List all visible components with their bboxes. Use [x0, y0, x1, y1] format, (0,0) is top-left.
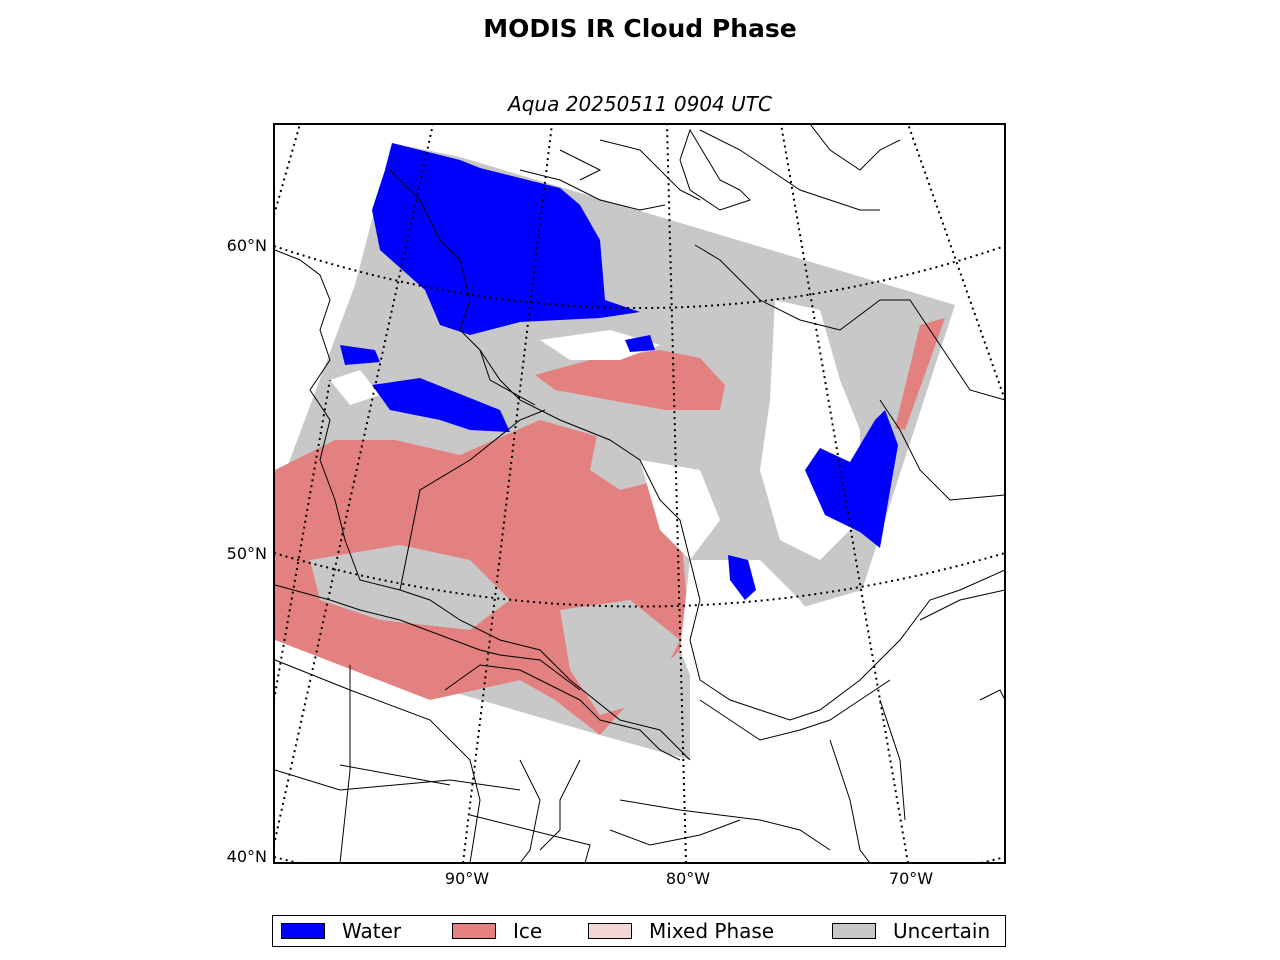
legend-label-mixed: Mixed Phase	[649, 919, 775, 943]
legend-item-mixed: Mixed Phase	[588, 916, 774, 946]
legend-label-water: Water	[342, 919, 402, 943]
lat-label-60: 60°N	[226, 236, 267, 255]
coastlines	[274, 124, 1005, 761]
legend-item-water: Water	[281, 916, 401, 946]
graticule-meridians	[274, 124, 1005, 863]
legend-swatch-ice	[452, 923, 496, 939]
lat-label-40: 40°N	[226, 847, 267, 866]
lon-label-70w: 70°W	[888, 869, 934, 888]
uncertain-patch-3	[560, 600, 680, 715]
clear-patch-west	[330, 370, 380, 405]
legend: Water Ice Mixed Phase Uncertain	[272, 915, 1006, 947]
water-region-lake	[728, 555, 756, 600]
water-region-mid	[372, 378, 510, 432]
clear-patch-north	[540, 330, 660, 360]
figure-title: MODIS IR Cloud Phase	[483, 14, 797, 43]
map-frame	[273, 123, 1006, 864]
legend-label-uncertain: Uncertain	[893, 919, 991, 943]
water-region-east	[805, 410, 898, 548]
ice-region-central	[535, 350, 725, 410]
clear-patch-mid	[640, 460, 720, 560]
legend-label-ice: Ice	[513, 919, 543, 943]
water-region-north	[372, 143, 640, 335]
legend-item-ice: Ice	[452, 916, 542, 946]
clear-patch-south	[680, 560, 830, 720]
uncertain-patch-2	[590, 420, 660, 490]
ice-region-east-strip	[895, 318, 945, 430]
graticule-parallels	[274, 245, 1005, 863]
figure-subtitle: Aqua 20250511 0904 UTC	[508, 92, 772, 116]
lat-label-50: 50°N	[226, 544, 267, 563]
political-borders	[274, 349, 1005, 863]
legend-swatch-mixed	[588, 923, 632, 939]
water-region-small	[625, 335, 655, 352]
lon-label-90w: 90°W	[444, 869, 490, 888]
lon-label-80w: 80°W	[665, 869, 711, 888]
legend-item-uncertain: Uncertain	[832, 916, 990, 946]
water-region-hudson-bay	[340, 345, 380, 365]
legend-swatch-water	[281, 923, 325, 939]
uncertain-patch-1	[310, 545, 510, 630]
legend-swatch-uncertain	[832, 923, 876, 939]
